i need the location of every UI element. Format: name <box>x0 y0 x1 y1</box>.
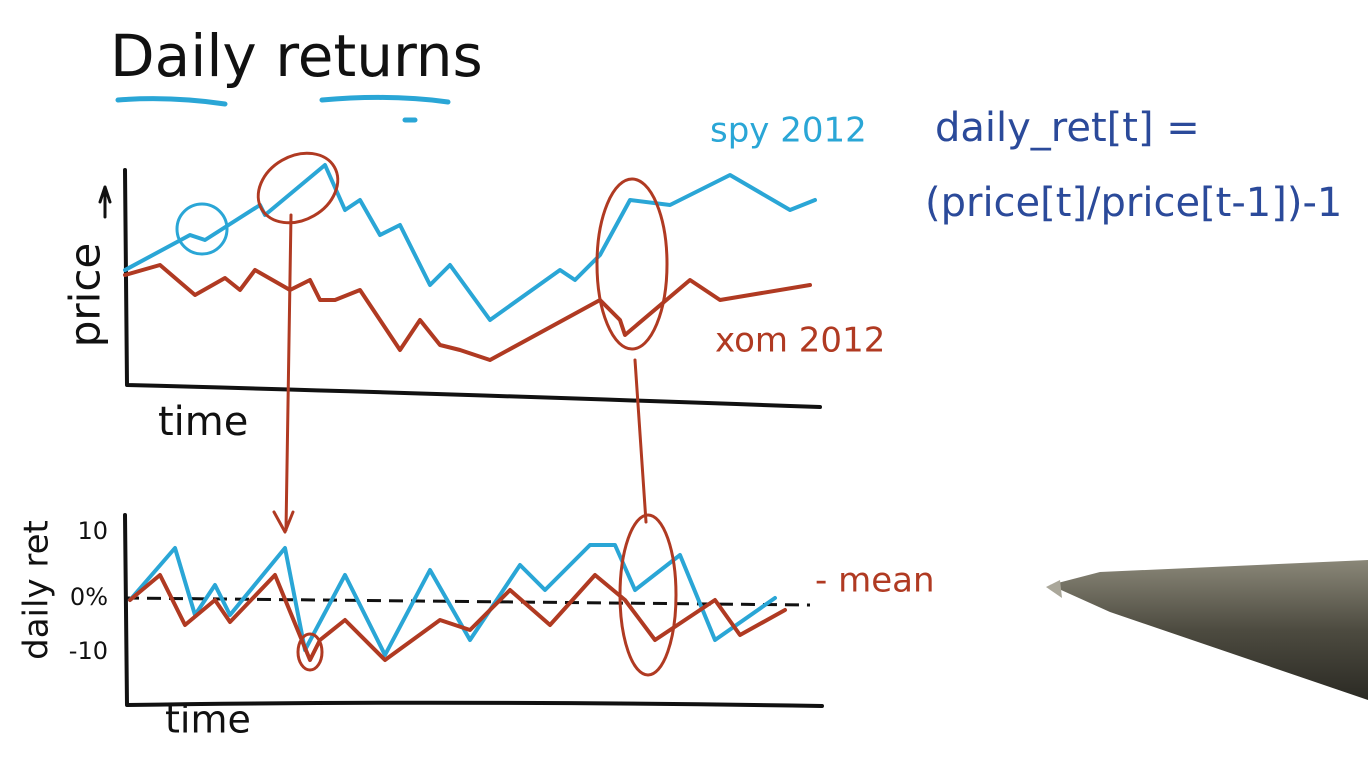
y-arrow <box>98 185 112 219</box>
highlight <box>256 151 340 225</box>
y-label: daily ret <box>17 520 57 660</box>
xom-label: xom 2012 <box>715 321 885 361</box>
title-underline <box>115 94 451 123</box>
bottom-chart: daily ret 10 0% -10 time - mean <box>17 513 935 742</box>
highlight <box>296 632 324 672</box>
top-chart: price time spy 2012 xom 2012 <box>61 111 885 534</box>
highlight <box>595 177 669 351</box>
arrow <box>272 213 295 534</box>
highlight <box>618 513 678 677</box>
axes <box>123 168 822 409</box>
x-label: time <box>158 399 248 445</box>
x-label: time <box>165 698 251 742</box>
spy-label: spy 2012 <box>710 111 867 151</box>
mean-label: - mean <box>815 561 935 601</box>
xom-returns <box>128 573 787 662</box>
mean-line <box>124 596 811 607</box>
pen <box>1046 560 1368 700</box>
spy-line <box>123 163 817 322</box>
arrow <box>633 358 648 524</box>
xom-line <box>123 263 812 362</box>
axes <box>123 513 824 708</box>
tick-label: 0% <box>70 583 108 611</box>
formula-line: daily_ret[t] = <box>935 105 1200 151</box>
highlight <box>175 202 229 256</box>
spy-returns <box>128 543 777 657</box>
formula-line: (price[t]/price[t-1])-1 <box>925 180 1342 226</box>
tick-label: 10 <box>77 517 108 545</box>
tick-label: -10 <box>69 637 108 665</box>
title: Daily returns <box>110 22 483 90</box>
y-label: price <box>61 243 110 348</box>
